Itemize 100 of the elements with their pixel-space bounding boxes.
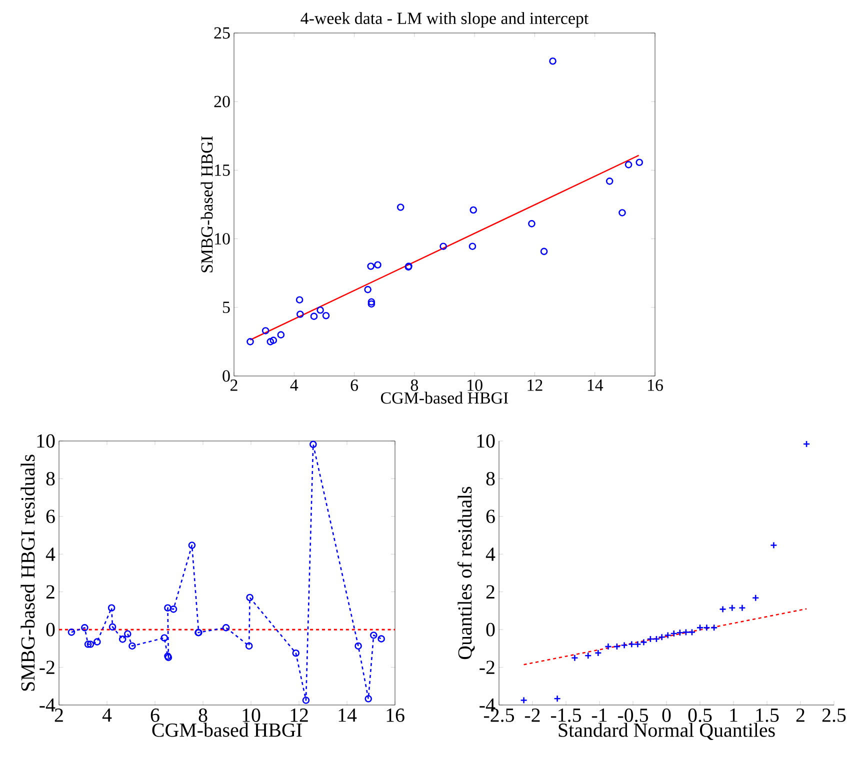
point: [696, 624, 704, 632]
point: [646, 635, 654, 643]
y-tick-label: 2: [486, 585, 494, 598]
point: [246, 338, 254, 346]
x-tick-label: 1: [730, 708, 738, 722]
point: [108, 604, 116, 612]
point: [118, 636, 126, 643]
x-tick-label: 14: [338, 708, 357, 722]
x-tick-label: -0.5: [618, 708, 648, 722]
point: [528, 220, 536, 228]
point: [710, 624, 718, 632]
x-tick-label: 2: [796, 708, 804, 722]
point: [613, 642, 621, 650]
point: [540, 248, 548, 256]
point: [270, 336, 278, 344]
point: [124, 630, 132, 638]
x-tick-label: 4: [102, 708, 112, 722]
y-tick-label: -2: [480, 660, 494, 674]
point: [164, 604, 172, 612]
x-tick-label: 10: [468, 380, 482, 391]
point: [636, 158, 644, 166]
point: [624, 161, 632, 168]
y-tick-label: 20: [214, 96, 230, 108]
x-axis-title: CGM-based HBGI: [380, 392, 508, 404]
point: [584, 652, 592, 660]
point: [368, 300, 376, 308]
x-tick-label: 2: [230, 380, 238, 391]
point: [296, 310, 304, 318]
x-tick-label: -1: [592, 708, 607, 722]
point: [310, 312, 318, 320]
y-tick-label: 0: [46, 622, 55, 636]
point: [440, 242, 447, 250]
y-axis-title: Quantiles of residuals: [457, 486, 475, 660]
y-tick-label: 10: [37, 434, 55, 448]
x-tick-label: 12: [290, 708, 308, 722]
point: [170, 606, 178, 613]
y-tick-label: 5: [223, 302, 230, 314]
point: [468, 242, 476, 250]
point: [316, 306, 324, 314]
point: [310, 440, 317, 448]
y-tick-label: 15: [215, 164, 230, 176]
point: [302, 696, 310, 704]
x-tick-label: 16: [386, 708, 404, 722]
point: [682, 628, 690, 636]
x-tick-label: 8: [198, 708, 208, 722]
y-tick-label: 0: [222, 370, 230, 382]
point: [364, 286, 372, 294]
x-tick-label: 0.5: [688, 708, 712, 722]
point: [84, 640, 92, 648]
point: [245, 642, 253, 650]
point: [549, 57, 556, 65]
y-tick-label: 0: [486, 622, 495, 636]
point: [364, 695, 372, 702]
x-tick-label: -2: [524, 708, 540, 722]
point: [618, 209, 626, 216]
x-tick-label: 0: [662, 708, 671, 722]
point: [367, 262, 374, 270]
x-tick-label: 6: [150, 708, 160, 722]
point: [292, 649, 300, 657]
point: [160, 634, 168, 642]
point: [108, 623, 116, 631]
y-tick-label: 25: [214, 27, 230, 39]
point: [670, 630, 678, 638]
point: [262, 327, 270, 334]
x-tick-label: 12: [528, 380, 542, 391]
point: [374, 261, 382, 269]
point: [378, 635, 385, 642]
y-tick-label: 10: [477, 434, 495, 448]
y-tick-label: -4: [40, 698, 56, 712]
point: [604, 642, 612, 650]
y-tick-label: 4: [486, 548, 496, 561]
point: [128, 642, 136, 650]
point: [368, 298, 376, 306]
point: [296, 296, 304, 304]
point: [94, 638, 101, 646]
y-tick-label: 6: [46, 510, 55, 524]
x-tick-label: 8: [410, 380, 418, 391]
y-tick-label: 8: [486, 472, 495, 486]
x-axis-title: CGM-based HBGI: [152, 722, 302, 737]
y-axis-title: SMBG-based HBGI residuals: [20, 454, 35, 691]
point: [81, 624, 88, 632]
x-tick-label: 14: [588, 380, 604, 391]
y-tick-label: 4: [46, 548, 56, 561]
chart-title: 4-week data - LM with slope and intercept: [300, 12, 589, 28]
x-tick-label: 10: [242, 708, 260, 722]
y-tick-label: 6: [486, 510, 495, 524]
x-tick-label: 4: [290, 380, 298, 391]
x-axis-title: Standard Normal Quantiles: [558, 722, 775, 740]
x-tick-label: -1.5: [550, 708, 581, 722]
y-tick-label: 10: [215, 233, 230, 245]
x-tick-label: 16: [648, 380, 663, 391]
point: [652, 635, 660, 643]
point: [752, 594, 760, 602]
y-axis-title: SMBG-based HBGI: [200, 136, 213, 272]
point: [277, 331, 285, 338]
point: [246, 594, 254, 602]
point: [688, 628, 696, 636]
point: [370, 632, 378, 639]
y-tick-label: 2: [46, 585, 54, 598]
point: [266, 338, 274, 346]
